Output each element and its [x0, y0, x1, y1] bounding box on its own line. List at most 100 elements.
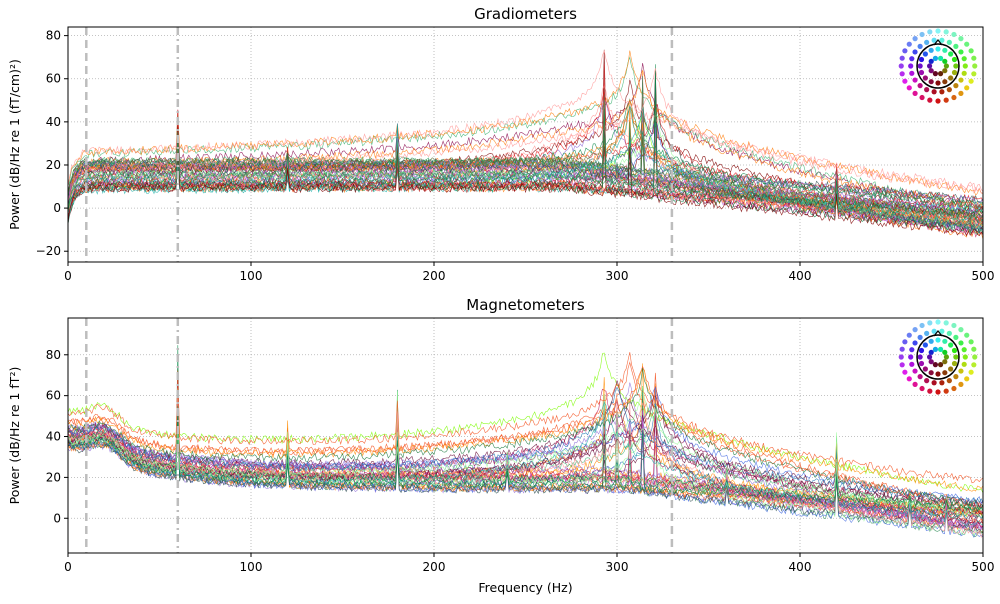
x-tick-label: 100 [240, 269, 263, 283]
sensor-dot [932, 71, 939, 77]
y-tick-label: 0 [53, 511, 61, 525]
gradiometers-axes: 0 100 200 300 400 500−20020406080Gradiometers… [7, 5, 994, 283]
axes-frame [67, 26, 984, 263]
sensor-dot [924, 330, 930, 336]
sensor-dot [951, 56, 958, 63]
trace-line [68, 363, 983, 515]
sensor-dot [971, 71, 977, 77]
sensor-dot [971, 346, 977, 352]
trace-line [68, 352, 983, 516]
sensor-dot [924, 39, 930, 45]
sensor-dot [928, 68, 934, 74]
sensor-dot [935, 80, 941, 86]
sensor-dot [932, 346, 939, 352]
sensor-dot [953, 63, 959, 69]
x-tick-label: 200 [423, 269, 446, 283]
sensor-dot [918, 69, 925, 76]
sensor-dot [932, 55, 939, 61]
sensor-dot [943, 354, 950, 360]
sensor-dot [902, 48, 908, 54]
sensor-dot [927, 354, 933, 360]
trace-line [68, 365, 983, 484]
sensor-dot [927, 320, 933, 326]
sensor-dot [937, 55, 944, 61]
sensor-dot [968, 78, 974, 84]
trace-line [68, 368, 983, 508]
sensor-dot [899, 71, 905, 77]
sensor-dot [939, 37, 945, 43]
sensor-dot [928, 359, 934, 365]
sensor-dot [919, 322, 925, 329]
sensor-dot [937, 346, 944, 352]
sensor-dot [964, 41, 970, 47]
sensor-dot [918, 56, 925, 63]
sensor-dot [899, 362, 905, 368]
sensor-dot [958, 368, 964, 374]
sensor-dot [922, 342, 928, 348]
sensor-dot [909, 347, 915, 353]
x-tick-label: 300 [606, 269, 629, 283]
sensor-dot [961, 347, 967, 353]
sensor-dot [951, 360, 958, 367]
sensor-dot [961, 70, 967, 76]
sensor-dot [919, 31, 925, 38]
trace-line [68, 75, 983, 204]
sensor-dot [924, 87, 930, 93]
sensor-dot [928, 58, 934, 64]
sensor-dot [912, 77, 918, 83]
sensor-dot [958, 340, 964, 346]
sensor-dot [951, 69, 958, 76]
sensor-dot [909, 361, 915, 367]
trace-line [68, 49, 983, 193]
trace-line [68, 380, 983, 508]
sensor-dot [948, 342, 954, 348]
y-tick-label: 60 [46, 72, 61, 86]
trace-line [68, 369, 983, 535]
sensor-dot [942, 359, 948, 365]
sensor-dot [942, 47, 948, 53]
sensor-dot [935, 337, 941, 343]
sensor-dot [942, 79, 948, 85]
sensor-dot [906, 85, 912, 91]
trace-line [68, 423, 983, 513]
sensor-dot [948, 75, 954, 81]
sensor-dot [968, 48, 974, 54]
sensor-dot [939, 380, 945, 386]
chart-title: Gradiometers [474, 5, 577, 23]
sensor-dot [912, 381, 918, 387]
y-tick-label: 20 [46, 470, 61, 484]
sensor-dot [964, 376, 970, 382]
sensor-dot [958, 381, 964, 387]
sensor-dot [968, 369, 974, 375]
sensor-dot [908, 354, 914, 360]
x-tick-label: 0 [64, 560, 72, 574]
sensor-dot [953, 334, 959, 340]
sensor-dot [942, 370, 948, 376]
head-outline [916, 43, 960, 89]
sensor-dot [942, 68, 948, 74]
chart-title: Magnetometers [466, 296, 585, 314]
sensor-dot [951, 347, 958, 354]
sensor-dot [898, 63, 904, 69]
sensor-dot [902, 78, 908, 84]
y-axis-label: Power (dB/Hz re 1 (fT/cm)²) [7, 59, 22, 230]
trace-line [68, 405, 983, 513]
sensor-dot [928, 349, 934, 355]
head-outline [916, 334, 960, 380]
trace-line [68, 380, 983, 512]
sensor-dot [951, 94, 957, 101]
sensor-dot [961, 361, 967, 367]
sensor-dot [951, 385, 957, 392]
sensor-dot [922, 51, 928, 57]
x-tick-label: 400 [789, 560, 812, 574]
sensor-dot [927, 388, 933, 394]
trace-line [68, 126, 983, 237]
sensor-dot [898, 354, 904, 360]
traces [68, 345, 983, 539]
sensor-dot [958, 90, 964, 96]
sensor-dot [937, 362, 944, 368]
sensor-dot [943, 63, 950, 69]
sensor-dot [953, 354, 959, 360]
traces [68, 49, 983, 240]
sensor-dot [906, 376, 912, 382]
